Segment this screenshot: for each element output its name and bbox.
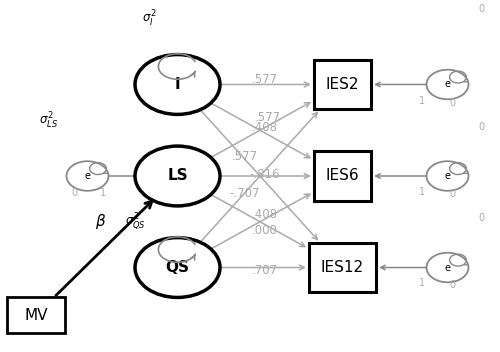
- Text: 0: 0: [478, 4, 484, 14]
- Text: IES2: IES2: [326, 77, 359, 92]
- Circle shape: [66, 161, 108, 191]
- Bar: [7, 297, 65, 333]
- Text: IES6: IES6: [326, 169, 360, 183]
- Text: e: e: [444, 263, 450, 272]
- Bar: [309, 243, 376, 292]
- Circle shape: [426, 161, 469, 191]
- Text: -.707: -.707: [230, 187, 260, 200]
- Text: IES12: IES12: [321, 260, 364, 275]
- Circle shape: [135, 238, 220, 297]
- Text: 1: 1: [100, 188, 106, 198]
- Circle shape: [426, 70, 469, 99]
- Circle shape: [135, 55, 220, 114]
- Text: e: e: [444, 80, 450, 89]
- Text: .000: .000: [252, 224, 278, 237]
- Text: .408: .408: [252, 208, 278, 221]
- Bar: [314, 60, 372, 109]
- Text: 0: 0: [450, 280, 456, 290]
- Text: .577: .577: [252, 73, 278, 86]
- Text: $\sigma^2_{QS}$: $\sigma^2_{QS}$: [124, 212, 146, 232]
- Text: .577: .577: [232, 150, 258, 163]
- Text: 1: 1: [420, 278, 426, 288]
- Text: $\sigma^2_{LS}$: $\sigma^2_{LS}$: [39, 111, 58, 132]
- Text: e: e: [84, 171, 90, 181]
- Text: $\sigma^2_I$: $\sigma^2_I$: [142, 9, 156, 30]
- Text: 1: 1: [420, 96, 426, 106]
- Text: .707: .707: [252, 264, 278, 277]
- Text: -.816: -.816: [250, 168, 280, 181]
- Circle shape: [135, 146, 220, 206]
- Text: 1: 1: [420, 187, 426, 197]
- Text: 0: 0: [450, 99, 456, 108]
- Circle shape: [426, 253, 469, 282]
- Text: 0: 0: [478, 122, 484, 132]
- Text: .408: .408: [252, 121, 278, 134]
- Text: I: I: [174, 77, 180, 92]
- Text: 0: 0: [450, 189, 456, 199]
- Text: e: e: [444, 171, 450, 181]
- Text: MV: MV: [24, 308, 48, 322]
- Text: β: β: [95, 214, 105, 229]
- Bar: [314, 151, 372, 201]
- Text: .577: .577: [254, 112, 280, 124]
- Text: 0: 0: [71, 188, 77, 198]
- Text: LS: LS: [167, 169, 188, 183]
- Text: 0: 0: [478, 213, 484, 223]
- Text: QS: QS: [166, 260, 190, 275]
